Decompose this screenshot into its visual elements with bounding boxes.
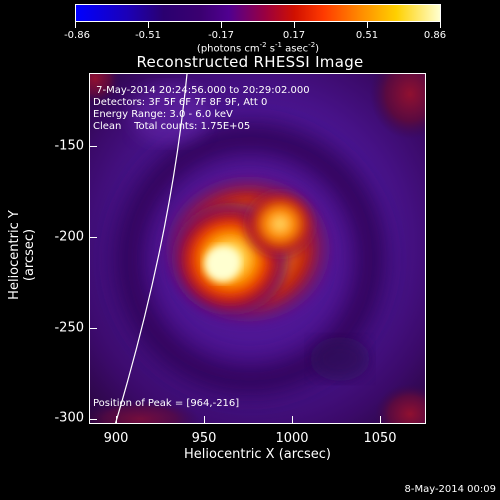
plot-title: Reconstructed RHESSI Image [136, 53, 364, 71]
colorbar-tick-label: 0.86 [423, 30, 447, 41]
x-tick [292, 416, 293, 424]
colorbar-tick [440, 22, 441, 28]
y-tick [89, 328, 97, 329]
y-axis-title: Heliocentric Y (arcsec) [7, 210, 37, 300]
colorbar: -0.86 -0.51 -0.17 0.17 0.51 0.86 [64, 4, 446, 41]
x-tick [380, 416, 381, 424]
colorbar-gradient [75, 4, 441, 22]
colorbar-tick-label: -0.17 [208, 30, 234, 41]
colorbar-tick-label: 0.17 [282, 30, 306, 41]
colorbar-tick [148, 22, 149, 28]
y-tick-label: -300 [54, 410, 84, 426]
solar-image [90, 74, 425, 423]
colorbar-tick-label: -0.86 [64, 30, 90, 41]
colorbar-tick [294, 22, 295, 28]
x-tick-label: 1050 [363, 431, 397, 446]
colorbar-tick [221, 22, 222, 28]
clean-counts-info: Clean Total counts: 1.75E+05 [93, 121, 251, 132]
detectors-info: Detectors: 3F 5F 6F 7F 8F 9F, Att 0 [93, 97, 268, 108]
y-tick [89, 419, 97, 420]
x-axis-title: Heliocentric X (arcsec) [184, 447, 331, 462]
colorbar-tick [75, 22, 76, 28]
x-tick [204, 416, 205, 424]
colorbar-tick [367, 22, 368, 28]
energy-range-info: Energy Range: 3.0 - 6.0 keV [93, 109, 233, 120]
observation-time-range: 7-May-2014 20:24:56.000 to 20:29:02.000 [93, 85, 310, 96]
y-tick [89, 237, 97, 238]
y-tick-label: -150 [54, 138, 84, 154]
x-tick [116, 416, 117, 424]
x-tick-label: 1000 [275, 431, 309, 446]
y-tick [89, 146, 97, 147]
footer-date: 8-May-2014 00:09 [404, 484, 496, 495]
x-tick-label: 900 [103, 431, 129, 446]
y-tick-label: -200 [54, 229, 84, 245]
solar-image-plot [89, 73, 426, 424]
y-tick-label: -250 [54, 320, 84, 336]
colorbar-tick-label: 0.51 [355, 30, 379, 41]
peak-position: Position of Peak = [964,-216] [93, 398, 240, 409]
colorbar-units: (photons cm-2 s-1 asec-2) [196, 41, 320, 55]
x-tick-label: 950 [191, 431, 217, 446]
colorbar-tick-label: -0.51 [135, 30, 161, 41]
